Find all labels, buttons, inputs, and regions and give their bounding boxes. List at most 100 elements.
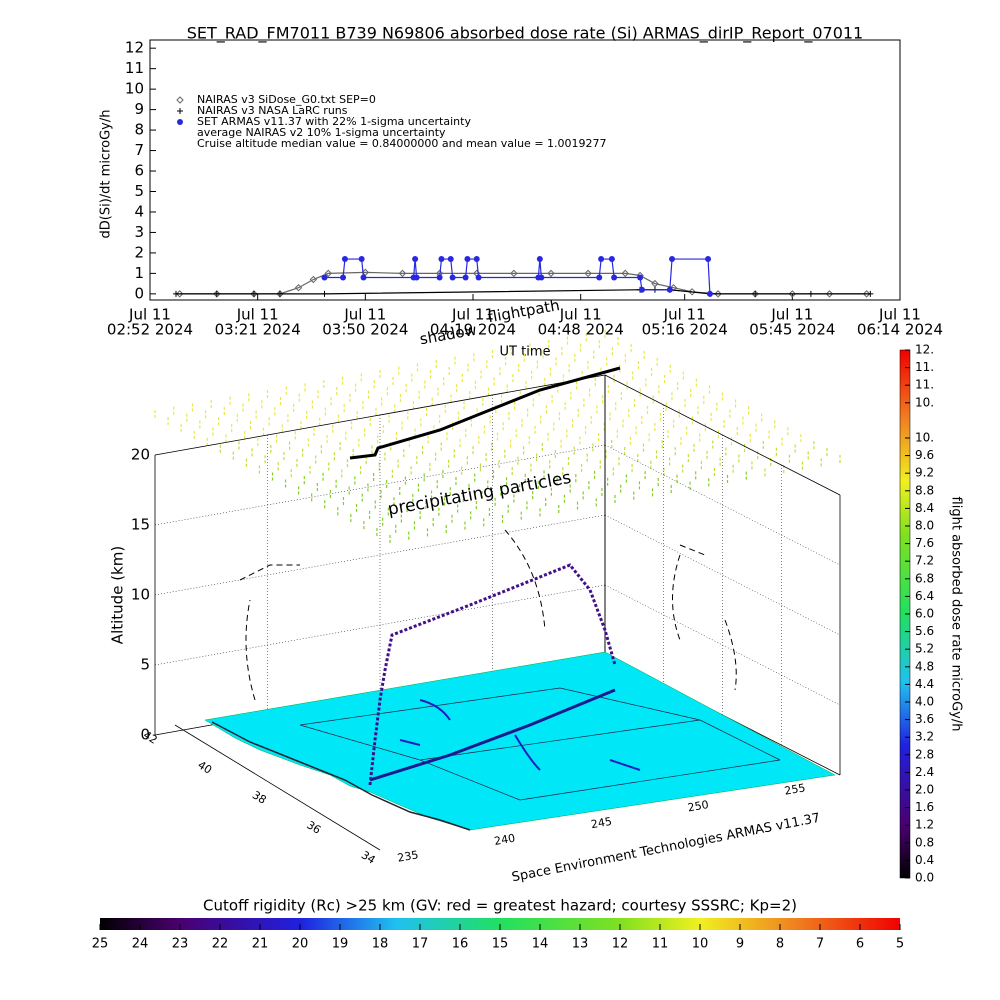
colorbar-tick-label: 8 (776, 937, 784, 952)
point (536, 256, 543, 263)
y-tick-label: 2 (134, 243, 144, 261)
lon-tick-label: 245 (590, 815, 613, 831)
point (706, 290, 713, 297)
point (412, 256, 419, 263)
colorbar-tick-label: 1.6 (915, 800, 934, 814)
credit: Space Environment Technologies ARMAS v11… (511, 811, 822, 886)
colorbar-tick-label: 6 (856, 937, 864, 952)
x-tick-label: 05:45 2024 (749, 321, 835, 339)
grid-line (604, 584, 841, 706)
colorbar-tick-label: 15 (492, 937, 509, 952)
colorbar-tick-label: 8.0 (915, 519, 934, 533)
point (294, 284, 303, 292)
point (705, 256, 712, 263)
x-tick-label: 06:14 2024 (857, 321, 943, 339)
y-tick-label: 8 (134, 121, 144, 139)
point (341, 256, 348, 263)
z-tick-label: 20 (131, 446, 150, 464)
y-axis-label: dD(Si)/dt microGy/h (99, 110, 114, 239)
colorbar-tick-label: 8.4 (915, 501, 934, 515)
z-axis-label: Altitude (km) (109, 546, 127, 644)
colorbar-tick-label: 14 (532, 937, 549, 952)
lon-tick-label: 255 (783, 781, 806, 797)
colorbar-tick-label: 3.2 (915, 730, 934, 744)
terrain-contours (399, 699, 641, 771)
point (714, 290, 722, 298)
rc-colorbar-label: Cutoff rigidity (Rc) >25 km (GV: red = g… (203, 897, 797, 915)
x-tick-label: 04:48 2024 (538, 321, 624, 339)
legend-note: average NAIRAS v2 10% 1-sigma uncertaint… (197, 126, 446, 139)
point (547, 269, 555, 278)
point (473, 256, 480, 263)
point (867, 290, 874, 297)
grid-line (154, 514, 606, 596)
chart-title: SET_RAD_FM7011 B739 N69806 absorbed dose… (187, 24, 863, 44)
colorbar-tick-label: 7 (816, 937, 824, 952)
flight-path-top (349, 366, 621, 460)
point (596, 274, 603, 281)
point (788, 290, 797, 298)
point (669, 256, 676, 263)
grid-line (154, 584, 606, 666)
colorbar-tick-label: 0.8 (915, 835, 934, 849)
x-tick-label: Jul 11 (878, 306, 921, 324)
colorbar-tick-label: 11. (915, 360, 934, 374)
series-line (179, 271, 867, 295)
point (324, 269, 332, 278)
colorbar-tick-label: 1.2 (915, 818, 934, 832)
colorbar-tick-label: 5 (896, 937, 904, 952)
point (177, 119, 183, 125)
y-tick-label: 3 (134, 223, 144, 241)
colorbar-tick-label: 16 (452, 937, 469, 952)
x-tick-label: Jul 11 (770, 306, 813, 324)
colorbar-tick-label: 25 (92, 937, 109, 952)
colorbar-tick-label: 4.4 (915, 677, 934, 691)
lat-axis (174, 724, 381, 851)
ground-track (369, 688, 616, 782)
point (475, 274, 482, 281)
colorbar-tick-label: 6.4 (915, 589, 934, 603)
lat-tick-label: 40 (195, 758, 214, 776)
y-tick-label: 10 (125, 80, 144, 98)
z-tick-label: 0 (140, 726, 150, 744)
lat-tick-label: 42 (141, 728, 160, 746)
point (340, 274, 347, 281)
x-tick-label: Jul 11 (236, 306, 279, 324)
point (413, 274, 420, 281)
y-tick-label: 1 (134, 264, 144, 282)
y-tick-label: 5 (134, 182, 144, 200)
colorbar-tick-label: 7.2 (915, 554, 934, 568)
colorbar-tick-label: 10 (692, 937, 709, 952)
point (611, 274, 618, 281)
grid-line (604, 654, 841, 776)
lon-tick-label: 240 (493, 832, 516, 848)
point (608, 256, 615, 263)
point (807, 290, 814, 297)
colorbar-tick-label: 18 (372, 937, 389, 952)
colorbar-tick-label: 3.6 (915, 712, 934, 726)
grid-line (154, 444, 606, 526)
colorbar-tick-label: 12 (612, 937, 629, 952)
point (666, 286, 673, 293)
lon-tick-label: 250 (687, 798, 710, 814)
x-tick-label: 05:16 2024 (642, 321, 728, 339)
colorbar-tick-label: 10. (915, 395, 934, 409)
point (462, 274, 469, 281)
x-tick-label: 03:21 2024 (215, 321, 301, 339)
x-tick-label: 02:52 2024 (107, 321, 193, 339)
colorbar-tick-label: 5.2 (915, 642, 934, 656)
lat-tick-label: 38 (250, 788, 269, 806)
colorbar-tick-label: 0.0 (915, 871, 934, 885)
point (213, 290, 220, 297)
colorbar-tick-label: 2.4 (915, 765, 934, 779)
x-tick-label: Jul 11 (343, 306, 386, 324)
series-line (324, 258, 711, 294)
coastline (211, 721, 471, 831)
y-tick-label: 12 (125, 39, 144, 57)
colorbar-tick-label: 24 (132, 937, 149, 952)
point (638, 286, 645, 293)
x-tick-label: Jul 11 (451, 306, 494, 324)
grid-line (604, 514, 841, 636)
x-tick-label: 04:19 2024 (430, 321, 516, 339)
